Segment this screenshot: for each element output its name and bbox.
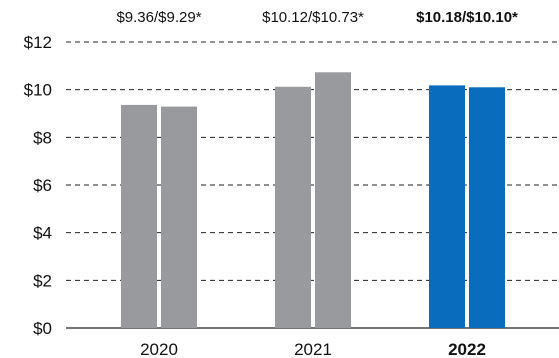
- bar-2021-1: [275, 86, 311, 328]
- y-tick-label: $8: [33, 128, 52, 147]
- bar-2020-1: [121, 104, 157, 328]
- bar-annotation: $10.12/$10.73*: [262, 9, 364, 26]
- bar-2022-2: [469, 87, 505, 329]
- bars: [121, 72, 505, 329]
- x-tick-label: 2020: [140, 340, 178, 358]
- y-tick-label: $6: [33, 176, 52, 195]
- bar-2020-2: [161, 106, 197, 328]
- y-tick-label: $4: [33, 224, 52, 243]
- y-tick-label: $10: [24, 81, 52, 100]
- bar-annotation: $9.36/$9.29*: [116, 9, 201, 26]
- y-tick-label: $12: [24, 33, 52, 52]
- y-tick-label: $0: [33, 319, 52, 338]
- x-axis-ticks: 2020 2021 2022: [140, 340, 486, 358]
- bar-2021-2: [315, 72, 351, 328]
- x-tick-label: 2021: [294, 340, 332, 358]
- bar-annotation: $10.18/$10.10*: [416, 9, 518, 26]
- x-tick-label: 2022: [448, 340, 486, 358]
- y-axis-ticks: $0 $2 $4 $6 $8 $10 $12: [24, 33, 52, 338]
- bar-annotations: $9.36/$9.29* $10.12/$10.73* $10.18/$10.10*: [116, 9, 518, 26]
- y-tick-label: $2: [33, 271, 52, 290]
- bar-2022-1: [429, 85, 465, 328]
